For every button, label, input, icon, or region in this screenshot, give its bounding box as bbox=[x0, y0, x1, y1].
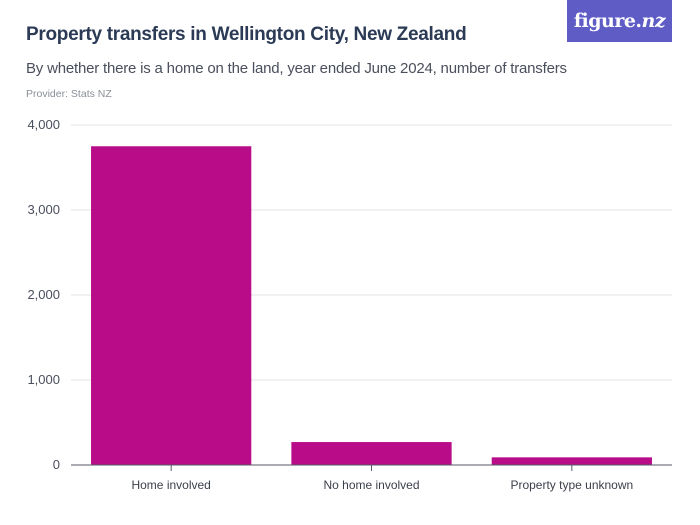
y-tick-label: 0 bbox=[53, 457, 60, 472]
chart-subtitle: By whether there is a home on the land, … bbox=[26, 60, 567, 77]
provider-label: Provider: Stats NZ bbox=[26, 88, 112, 100]
bar bbox=[491, 457, 652, 465]
x-tick-label: Home involved bbox=[131, 478, 210, 492]
logo-text-suffix: nz bbox=[641, 10, 666, 32]
chart-title: Property transfers in Wellington City, N… bbox=[26, 24, 467, 45]
bar bbox=[291, 442, 452, 465]
x-tick-label: Property type unknown bbox=[510, 478, 633, 492]
bar bbox=[91, 146, 252, 465]
x-tick-label: No home involved bbox=[323, 478, 419, 492]
figure-nz-logo[interactable]: figure. nz bbox=[567, 0, 672, 42]
y-tick-label: 2,000 bbox=[27, 287, 60, 302]
y-tick-label: 3,000 bbox=[27, 202, 60, 217]
y-tick-label: 4,000 bbox=[27, 117, 60, 132]
y-tick-label: 1,000 bbox=[27, 372, 60, 387]
logo-text: figure. bbox=[573, 10, 642, 32]
